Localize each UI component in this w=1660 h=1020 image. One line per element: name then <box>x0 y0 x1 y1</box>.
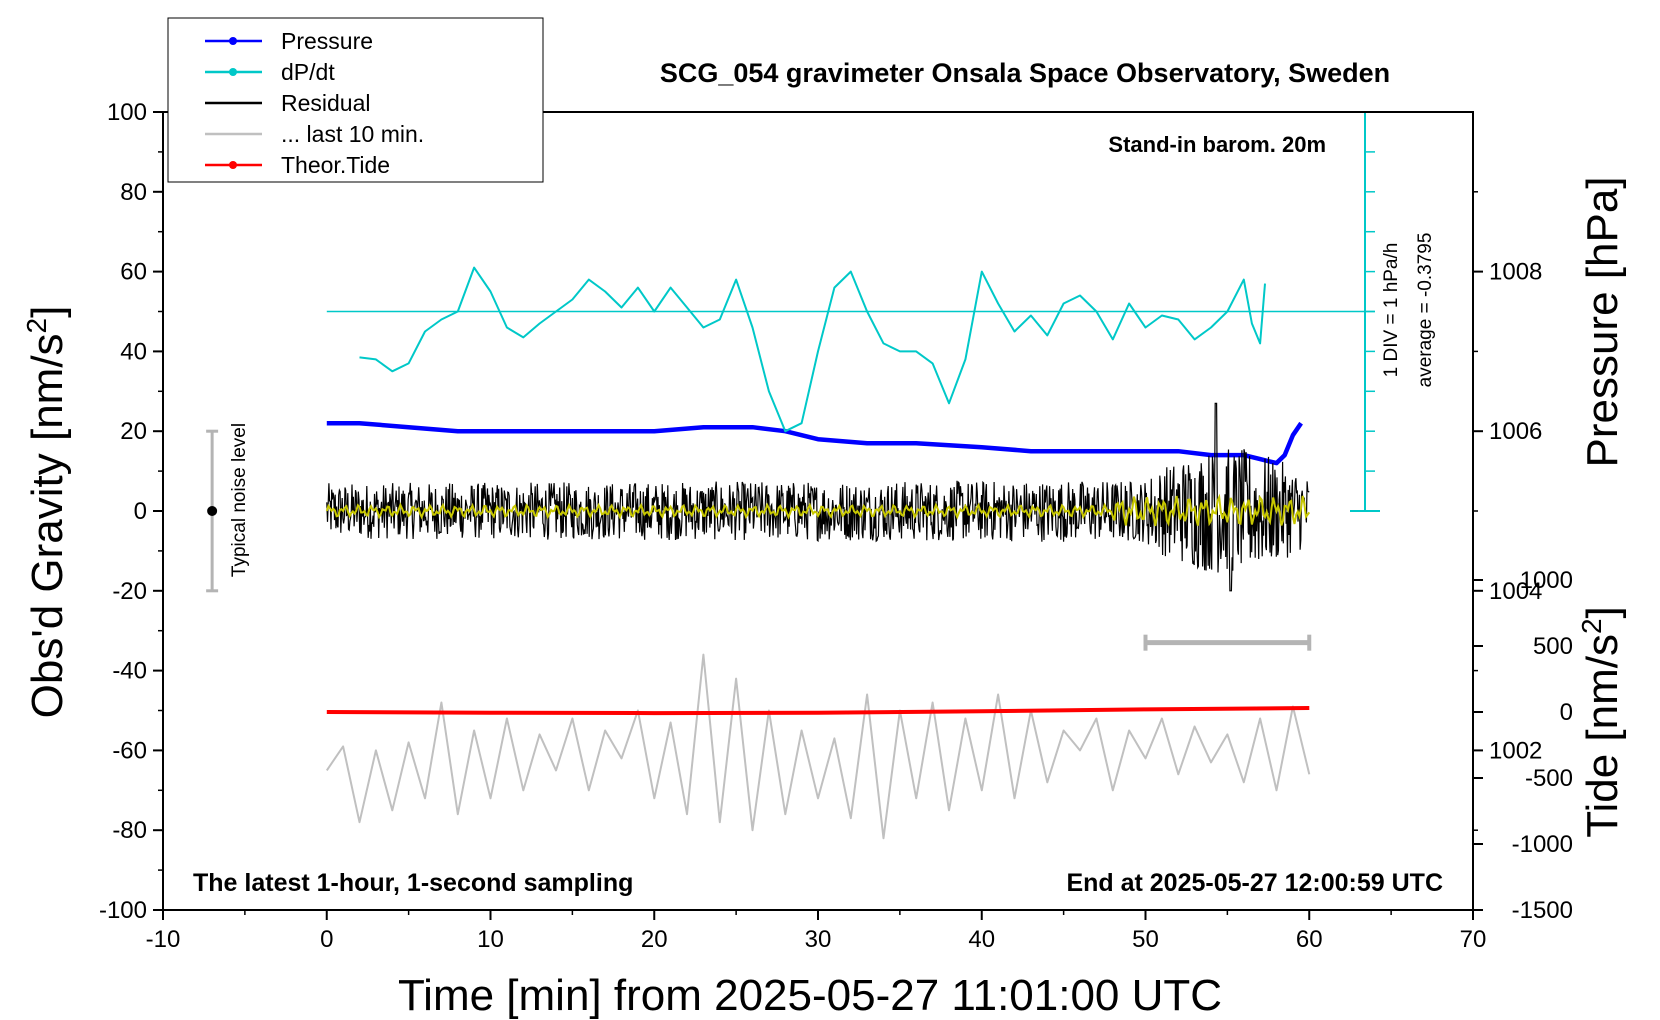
end-note: End at 2025-05-27 12:00:59 UTC <box>1066 869 1443 897</box>
y-tide-tick-label: 0 <box>1560 699 1573 726</box>
y-left-tick-label: 20 <box>120 418 147 445</box>
dpdt-scale-label: 1 DIV = 1 hPa/h <box>1381 243 1402 378</box>
y-left-tick-label: -100 <box>99 897 147 924</box>
y-left-tick-label: -40 <box>112 658 147 685</box>
y-tide-tick-label: -1500 <box>1512 897 1573 924</box>
legend: Pressure dP/dt Residual ... last 10 min. The… <box>167 17 544 183</box>
svg-text:Obs'd Gravity [nm/s2]: Obs'd Gravity [nm/s2] <box>21 306 72 719</box>
legend-label: Theor.Tide <box>281 152 390 178</box>
y-left-tick-label: 100 <box>107 99 147 126</box>
x-tick-label: -10 <box>146 926 181 953</box>
dpdt-average-label: average = -0.3795 <box>1415 233 1436 388</box>
svg-text:Tide [nm/s2]: Tide [nm/s2] <box>1576 606 1627 838</box>
x-tick-label: 50 <box>1132 926 1159 953</box>
y-left-tick-label: 80 <box>120 179 147 206</box>
legend-marker <box>229 68 237 76</box>
legend-box <box>167 17 544 183</box>
y-pressure-tick-label: 1006 <box>1489 418 1542 445</box>
x-tick-label: 10 <box>477 926 504 953</box>
legend-label: ... last 10 min. <box>281 121 424 147</box>
barometer-note: Stand-in barom. 20m <box>1108 132 1326 157</box>
last-10-min-series <box>325 653 1311 840</box>
x-tick-label: 0 <box>320 926 333 953</box>
y-pressure-tick-label: 1004 <box>1489 578 1542 605</box>
y-axis-pressure-label: Pressure [hPa] <box>1578 176 1627 467</box>
x-tick-label: 60 <box>1296 926 1323 953</box>
x-tick-label: 20 <box>641 926 668 953</box>
y-pressure-tick-label: 1002 <box>1489 737 1542 764</box>
x-axis-label: Time [min] from 2025-05-27 11:01:00 UTC <box>398 971 1222 1020</box>
noise-bar-dot <box>207 506 218 516</box>
y-axis-tide-label: Tide [nm/s2] <box>1576 606 1627 838</box>
x-tick-label: 30 <box>805 926 832 953</box>
x-tick-label: 40 <box>968 926 995 953</box>
y-tide-tick-label: 500 <box>1533 633 1573 660</box>
y-tide-tick-label: 1000 <box>1520 567 1573 594</box>
legend-label: dP/dt <box>281 59 335 85</box>
y-left-tick-label: 0 <box>134 498 147 525</box>
pressure-series <box>326 420 1303 466</box>
y-left-tick-label: 40 <box>120 338 147 365</box>
y-axis-left-label: Obs'd Gravity [nm/s2] <box>21 306 72 719</box>
y-left-tick-label: -20 <box>112 578 147 605</box>
window-note: The latest 1-hour, 1-second sampling <box>193 869 633 897</box>
y-tide-tick-label: -500 <box>1525 765 1573 792</box>
legend-marker <box>229 161 237 169</box>
residual-smoothed-series <box>325 493 1311 527</box>
legend-marker <box>229 37 237 45</box>
y-left-tick-label: -80 <box>112 817 147 844</box>
noise-label: Typical noise level <box>229 423 250 577</box>
residual-series <box>326 402 1310 592</box>
legend-label: Residual <box>281 90 371 116</box>
x-tick-label: 70 <box>1460 926 1487 953</box>
y-pressure-tick-label: 1008 <box>1489 259 1542 286</box>
y-left-tick-label: -60 <box>112 737 147 764</box>
theor-tide-series <box>326 706 1310 716</box>
legend-label: Pressure <box>281 28 373 54</box>
dpdt-series <box>359 266 1266 433</box>
chart-title: SCG_054 gravimeter Onsala Space Observat… <box>660 58 1390 88</box>
y-tide-tick-label: -1000 <box>1512 831 1573 858</box>
y-left-tick-label: 60 <box>120 259 147 286</box>
